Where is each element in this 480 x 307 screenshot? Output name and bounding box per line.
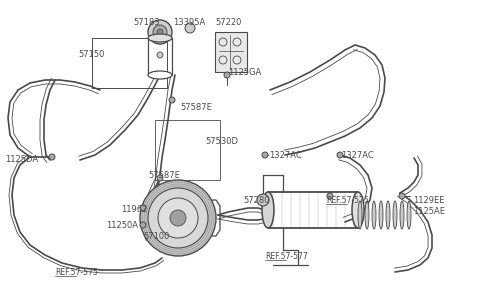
Text: 13395A: 13395A xyxy=(173,18,205,27)
Circle shape xyxy=(262,152,268,158)
Text: 57280: 57280 xyxy=(243,196,269,205)
Bar xyxy=(155,120,220,180)
Circle shape xyxy=(49,154,55,160)
Circle shape xyxy=(153,25,167,39)
Text: 57100: 57100 xyxy=(143,232,169,241)
Ellipse shape xyxy=(379,201,383,229)
Text: 1129EE: 1129EE xyxy=(413,196,444,205)
Circle shape xyxy=(327,193,333,199)
Circle shape xyxy=(224,72,230,78)
Ellipse shape xyxy=(372,201,376,229)
Circle shape xyxy=(140,180,216,256)
Text: 1125GA: 1125GA xyxy=(228,68,261,77)
Text: 1327AC: 1327AC xyxy=(341,151,374,160)
Ellipse shape xyxy=(358,201,362,229)
Text: REF.57-577: REF.57-577 xyxy=(265,252,308,261)
Circle shape xyxy=(157,29,163,35)
Circle shape xyxy=(337,152,343,158)
Text: 11250A: 11250A xyxy=(106,221,138,230)
Text: 1125DA: 1125DA xyxy=(5,155,38,164)
Text: 57587E: 57587E xyxy=(180,103,212,112)
Text: 57220: 57220 xyxy=(215,18,241,27)
Circle shape xyxy=(140,222,146,228)
Ellipse shape xyxy=(386,201,390,229)
Ellipse shape xyxy=(148,71,172,79)
Ellipse shape xyxy=(262,192,274,228)
Circle shape xyxy=(157,175,163,181)
Circle shape xyxy=(169,97,175,103)
Circle shape xyxy=(170,210,186,226)
Circle shape xyxy=(148,20,172,44)
Text: 57183: 57183 xyxy=(133,18,160,27)
Circle shape xyxy=(148,188,208,248)
Text: 57587E: 57587E xyxy=(148,171,180,180)
Bar xyxy=(215,32,247,72)
Text: 1125AE: 1125AE xyxy=(413,207,445,216)
Ellipse shape xyxy=(407,201,411,229)
Text: 57530D: 57530D xyxy=(205,137,238,146)
Text: REF.57-575: REF.57-575 xyxy=(55,268,98,277)
Circle shape xyxy=(157,52,163,58)
Ellipse shape xyxy=(393,201,397,229)
Circle shape xyxy=(257,194,269,206)
Bar xyxy=(92,38,167,88)
Circle shape xyxy=(399,193,405,199)
Text: 11962: 11962 xyxy=(121,205,147,214)
Ellipse shape xyxy=(352,192,364,228)
Ellipse shape xyxy=(148,34,172,42)
Circle shape xyxy=(158,198,198,238)
Ellipse shape xyxy=(365,201,369,229)
Text: 1327AC: 1327AC xyxy=(269,151,302,160)
Text: 57150: 57150 xyxy=(78,50,104,59)
Ellipse shape xyxy=(400,201,404,229)
Circle shape xyxy=(185,23,195,33)
Text: REF.57-575: REF.57-575 xyxy=(326,196,369,205)
Circle shape xyxy=(140,205,146,211)
